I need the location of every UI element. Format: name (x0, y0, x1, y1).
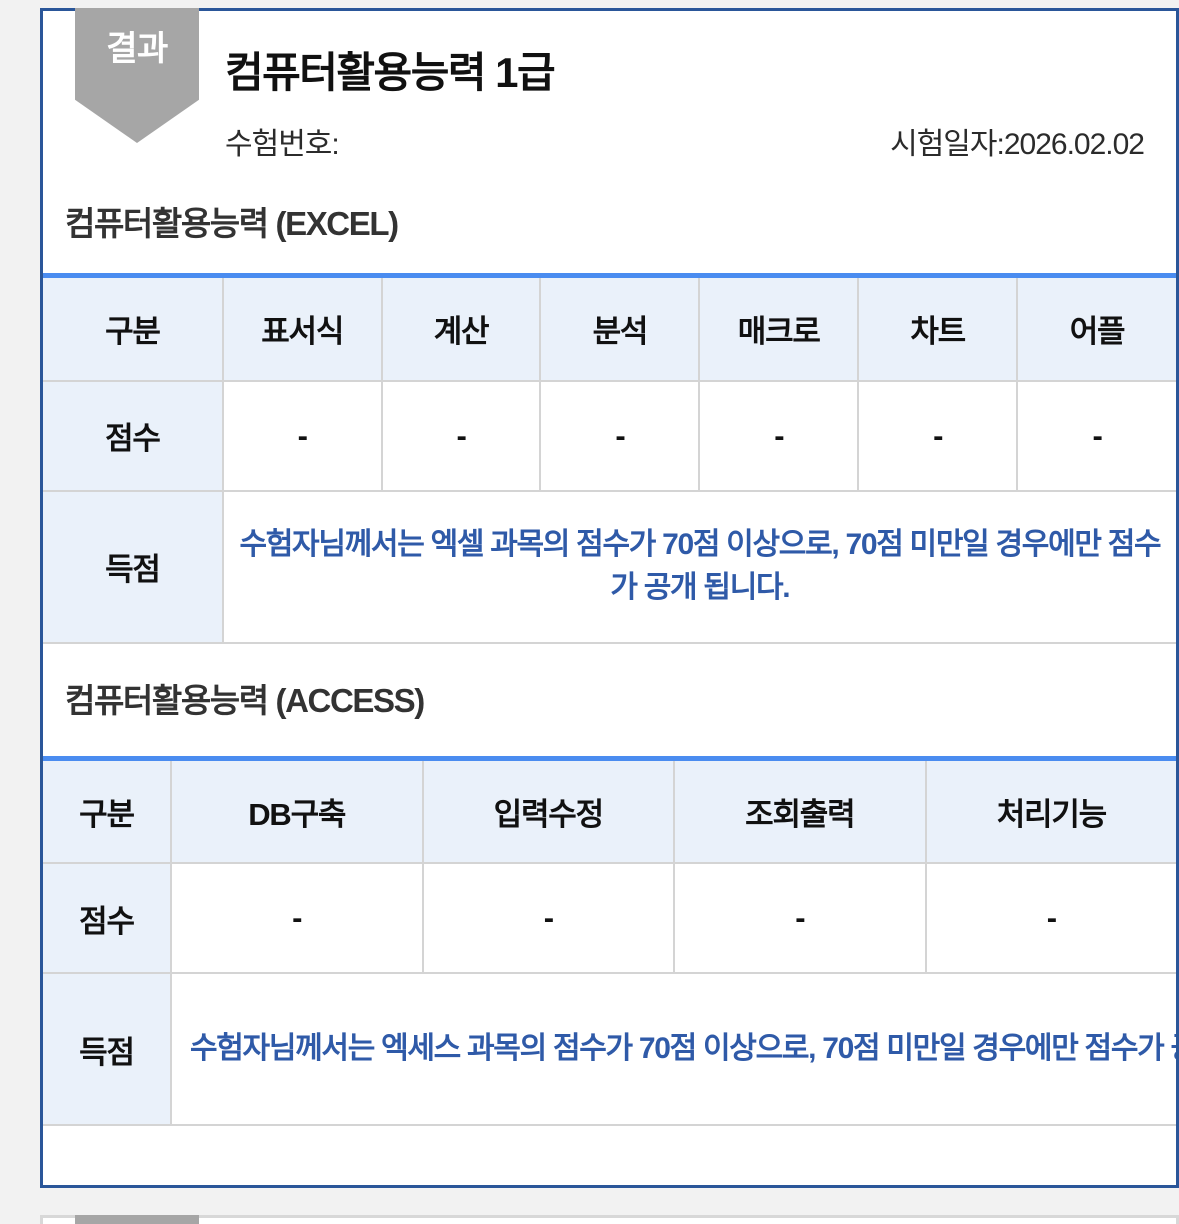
score-cell-0: - (170, 863, 424, 974)
column-header-4: 차트 (858, 275, 1019, 382)
column-header-1: 계산 (381, 275, 542, 382)
column-header-3: 매크로 (699, 275, 860, 382)
score-cell-5: - (1017, 380, 1176, 492)
result-card: 결과 컴퓨터활용능력 1급 수험번호: 시험일자:2026.02.02 컴퓨터활… (40, 8, 1179, 1188)
column-header-0: 표서식 (222, 275, 383, 382)
row-label-score: 점수 (43, 863, 172, 974)
score-cell-1: - (381, 380, 542, 492)
page-title: 컴퓨터활용능력 1급 (225, 49, 556, 96)
column-header-gubun: 구분 (43, 758, 172, 864)
column-header-5: 어플 (1017, 275, 1176, 382)
column-header-1: 입력수정 (422, 758, 676, 864)
column-header-0: DB구축 (170, 758, 424, 864)
score-disclosure-note: 수험자님께서는 엑셀 과목의 점수가 70점 이상으로, 70점 미만일 경우에… (222, 490, 1176, 644)
next-result-badge (75, 1215, 199, 1224)
score-cell-2: - (674, 863, 927, 974)
column-header-2: 분석 (540, 275, 701, 382)
excel-score-table: 구분 표서식 계산 분석 매크로 차트 어플 점수 - - - - (43, 273, 1176, 644)
score-cell-1: - (422, 863, 676, 974)
access-table-wrap[interactable]: 구분 DB구축 입력수정 조회출력 처리기능 점수 - - - - - (43, 755, 1176, 1126)
result-badge: 결과 (75, 8, 199, 143)
row-label-total: 득점 (43, 490, 224, 644)
exam-meta-row: 수험번호: 시험일자:2026.02.02 (225, 119, 1150, 163)
section-heading-access: 컴퓨터활용능력 (ACCESS) (43, 643, 1176, 756)
table-row: 득점 수험자님께서는 엑셀 과목의 점수가 70점 이상으로, 70점 미만일 … (43, 490, 1176, 644)
score-cell-3: - (699, 380, 860, 492)
next-result-card[interactable] (40, 1215, 1179, 1224)
table-row: 득점 수험자님께서는 엑세스 과목의 점수가 70점 이상으로, 70점 미만일… (43, 973, 1176, 1126)
result-card-header: 결과 컴퓨터활용능력 1급 수험번호: 시험일자:2026.02.02 컴퓨터활… (43, 8, 1176, 273)
row-label-score: 점수 (43, 380, 224, 492)
row-label-total: 득점 (43, 973, 172, 1126)
column-header-2: 조회출력 (674, 758, 927, 864)
excel-table-wrap: 구분 표서식 계산 분석 매크로 차트 어플 점수 - - - - (43, 273, 1176, 644)
score-cell-0: - (222, 380, 383, 492)
score-cell-2: - (540, 380, 701, 492)
column-header-3: 처리기능 (925, 758, 1176, 864)
exam-number-label: 수험번호: (225, 128, 340, 161)
score-cell-3: - (925, 863, 1176, 974)
exam-date-label: 시험일자:2026.02.02 (890, 128, 1145, 161)
table-row: 구분 DB구축 입력수정 조회출력 처리기능 (43, 758, 1176, 864)
table-row: 구분 표서식 계산 분석 매크로 차트 어플 (43, 275, 1176, 382)
score-disclosure-note: 수험자님께서는 엑세스 과목의 점수가 70점 이상으로, 70점 미만일 경우… (170, 973, 1176, 1126)
access-score-table: 구분 DB구축 입력수정 조회출력 처리기능 점수 - - - - - (43, 755, 1176, 1126)
table-row: 점수 - - - - - - (43, 380, 1176, 492)
column-header-gubun: 구분 (43, 275, 224, 382)
table-row: 점수 - - - - - (43, 863, 1176, 974)
section-heading-excel: 컴퓨터활용능력 (EXCEL) (65, 205, 399, 242)
score-cell-4: - (858, 380, 1019, 492)
result-badge-label: 결과 (106, 30, 168, 68)
